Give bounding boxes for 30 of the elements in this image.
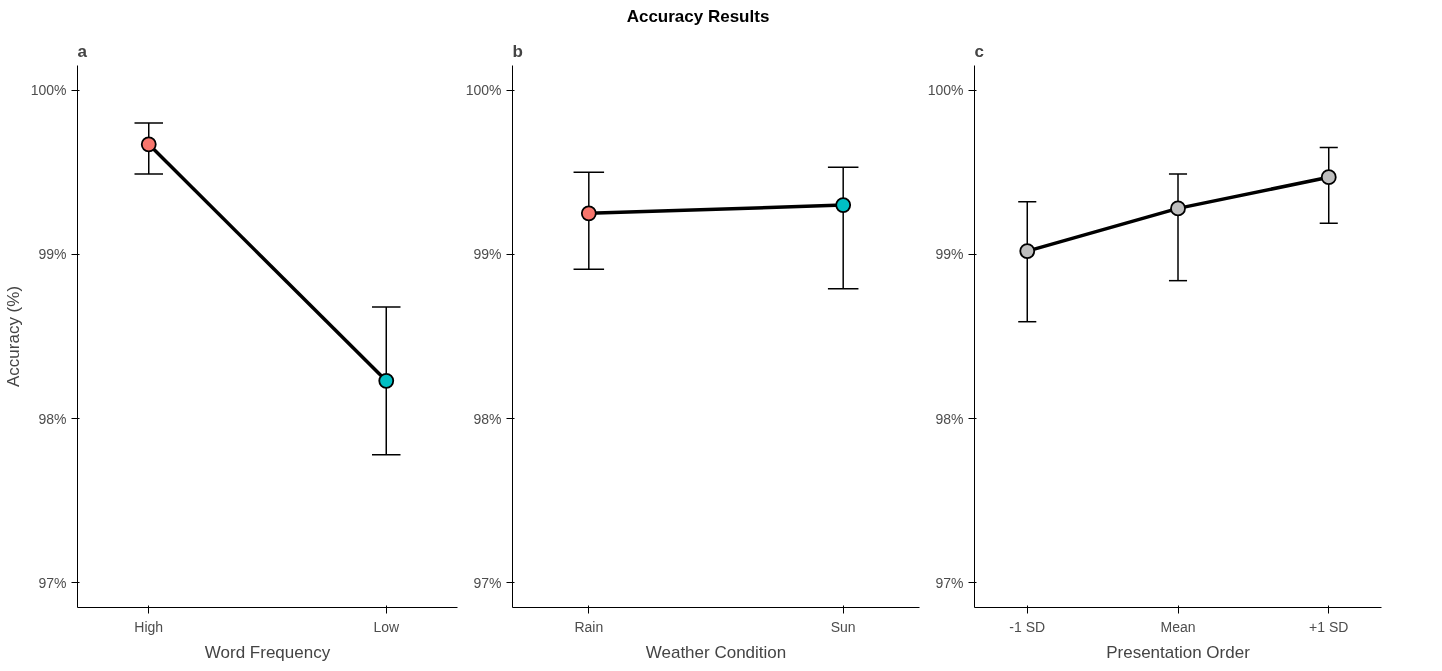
x-tick-label: High xyxy=(134,618,164,635)
y-axis-title: Accuracy (%) xyxy=(3,285,23,388)
x-tick-label: Low xyxy=(373,618,400,635)
y-tick-label: 98% xyxy=(935,410,964,427)
chart-title: c xyxy=(974,41,984,61)
y-tick-label: 100% xyxy=(927,82,964,99)
point xyxy=(1019,243,1036,259)
x-tick-label: Rain xyxy=(574,618,604,635)
y-tick-label: 99% xyxy=(473,246,502,263)
y-tick-label: 100% xyxy=(30,82,67,99)
chart-title: a xyxy=(77,41,88,61)
chart-title: b xyxy=(512,41,523,61)
y-tick-label: 97% xyxy=(38,574,67,591)
y-tick-label: 100% xyxy=(465,82,502,99)
x-tick-label: Mean xyxy=(1160,618,1196,635)
y-tick-label: 97% xyxy=(473,574,502,591)
x-axis-title: Weather Condition xyxy=(645,642,787,662)
x-tick-label: Sun xyxy=(830,618,856,635)
x-tick-label: -1 SD xyxy=(1009,618,1046,635)
y-tick-label: 97% xyxy=(935,574,964,591)
y-tick-label: 99% xyxy=(935,246,964,263)
x-axis-title: Presentation Order xyxy=(1106,642,1251,662)
x-axis-title: Word Frequency xyxy=(204,642,331,662)
point xyxy=(1170,200,1186,217)
y-tick-label: 99% xyxy=(38,246,67,263)
text: Accuracy Results xyxy=(626,6,770,28)
x-tick-label: +1 SD xyxy=(1309,618,1349,635)
point xyxy=(1320,169,1337,186)
y-tick-label: 98% xyxy=(38,410,67,427)
y-tick-label: 98% xyxy=(473,410,502,427)
